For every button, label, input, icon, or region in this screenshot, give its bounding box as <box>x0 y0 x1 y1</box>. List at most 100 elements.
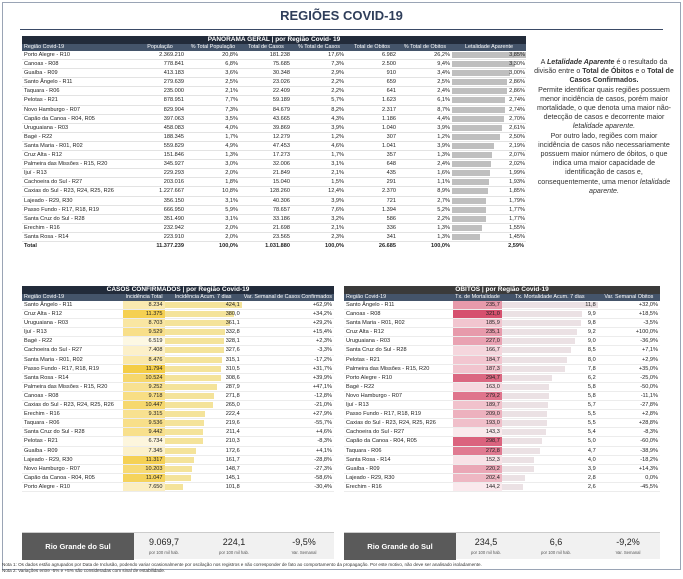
table-row: Guaíba - R09 220,2 3,9 +14,3% <box>344 464 660 474</box>
cell: 1,6% <box>398 168 452 179</box>
table-row: Palmeira das Missões - R15, R20 345.927 3,… <box>22 159 526 170</box>
cell: +2,8% <box>597 409 660 420</box>
region-name: Caxias do Sul - R23, R24, R25, R26 <box>22 186 134 197</box>
cell: 2,86% <box>452 77 526 88</box>
mortalidade-7d-value: 5,5 <box>587 411 596 418</box>
table-row: Canoas - R08 321,0 9,9 +18,5% <box>344 309 660 320</box>
cell: 310,5 <box>164 364 242 374</box>
mortalidade-7d-value: 5,0 <box>587 438 596 445</box>
cell: -12,8% <box>241 391 334 402</box>
mortalidade-7d-bar <box>501 320 582 327</box>
region-name: Palmeira das Missões - R15, R20 <box>22 382 124 392</box>
incidencia-7d-bar <box>164 338 225 345</box>
cell: 235.000 <box>134 86 186 97</box>
incidencia-7d-value: 219,6 <box>225 420 240 427</box>
total-row: Total 11.377.239 100,0% 1.031.880 100,0% 26.6… <box>22 240 526 251</box>
cell: 15.040 <box>240 177 292 188</box>
region-name: Guaíba - R09 <box>22 68 134 79</box>
mortalidade-7d-bar <box>501 374 553 381</box>
cell: 1,7% <box>292 150 346 161</box>
cell: 3,85% <box>452 51 526 61</box>
region-name: Guaíba - R09 <box>344 464 454 474</box>
cell: 2,3% <box>292 232 346 242</box>
cell: 1.394 <box>346 205 398 215</box>
region-name: Ijuí - R13 <box>22 168 134 179</box>
incidencia-7d-bar <box>164 456 194 463</box>
mortalidade-7d-value: 5,8 <box>587 392 596 399</box>
cell: 148,7 <box>164 464 242 474</box>
cell: 1,2% <box>398 132 452 142</box>
letalidade-note: A Letalidade Aparente é o resultado da d… <box>534 58 674 195</box>
incidencia-7d-bar <box>164 392 214 399</box>
mortalidade-7d-value: 2,6 <box>587 483 596 490</box>
cell: -45,5% <box>597 482 660 492</box>
cell: 7.650 <box>123 482 165 492</box>
cell: 2,4% <box>398 86 452 97</box>
incidencia-7d-value: 222,4 <box>225 411 240 418</box>
mortalidade-7d-bar <box>501 474 525 481</box>
cell: 8,5 <box>501 345 598 356</box>
cell: 5,7% <box>292 95 346 106</box>
mortalidade-7d-value: 9,9 <box>587 311 596 318</box>
table-row: Novo Hamburgo - R07 279,2 5,8 -11,1% <box>344 391 660 402</box>
cell: 20,8% <box>186 51 240 61</box>
region-name: Santa Cruz do Sul - R28 <box>22 427 124 438</box>
cell: 2,74% <box>452 95 526 106</box>
panorama-col-header: População <box>134 44 186 51</box>
total-cell: 2,59% <box>452 240 526 251</box>
cell: 7,3% <box>186 105 240 115</box>
table-row: Pelotas - R21 184,7 8,0 +2,9% <box>344 355 660 365</box>
letalidade-bar <box>452 115 504 122</box>
region-name: Cachoeira do Sul - R27 <box>344 427 454 438</box>
cell: 235,7 <box>453 301 502 311</box>
region-name: Santo Ângelo - R11 <box>22 301 124 311</box>
incidencia-7d-value: 287,9 <box>225 383 240 390</box>
region-name: Pelotas - R21 <box>22 95 134 106</box>
panorama-col-header: % Total População <box>186 44 240 51</box>
region-name: Canoas - R08 <box>344 309 454 320</box>
table-row: Pelotas - R21 878.951 7,7% 59.189 5,7% 1.623 6… <box>22 95 526 106</box>
table-row: Caxias do Sul - R23, R24, R25, R26 10.447… <box>22 400 334 411</box>
cell: 265,0 <box>164 400 242 411</box>
total-cell: 100,0% <box>186 240 240 251</box>
cell: 1.623 <box>346 95 398 106</box>
table-row: Passo Fundo - R17, R18, R19 11.794 310,5 +3… <box>22 364 334 374</box>
cell: 666.950 <box>134 205 186 215</box>
region-name: Erechim - R16 <box>22 409 124 420</box>
cell: 151.846 <box>134 150 186 161</box>
footnotes: Nota 1: Os dados estão agrupados por Dat… <box>2 562 482 574</box>
table-row: Cruz Alta - R12 151.846 1,3% 17.273 1,7% 357 1… <box>22 150 526 161</box>
incidencia-7d-bar <box>164 383 217 390</box>
table-row: Passo Fundo - R17, R18, R19 666.950 5,9% 78… <box>22 205 526 215</box>
cell: 2,2% <box>398 214 452 224</box>
table-row: Canoas - R08 778.841 6,8% 75.685 7,3% 2.500 9,… <box>22 59 526 70</box>
table-row: Lajeado - R29, R30 11.317 161,7 -28,8% <box>22 455 334 465</box>
region-name: Guaíba - R09 <box>22 446 124 456</box>
cell: 101,8 <box>164 482 242 492</box>
table-row: Santa Cruz do Sul - R28 351.490 3,1% 33.186… <box>22 214 526 224</box>
incidencia-7d-value: 361,1 <box>225 320 240 327</box>
cell: 184,7 <box>453 355 502 365</box>
mortalidade-7d-value: 4,7 <box>587 447 596 454</box>
incidencia-7d-value: 328,1 <box>225 338 240 345</box>
cell: 1,3% <box>398 150 452 161</box>
region-name: Pelotas - R21 <box>344 355 454 365</box>
cell: 878.951 <box>134 95 186 106</box>
casos-table: CASOS CONFIRMADOS | por Região Covid-19 … <box>22 286 334 492</box>
letalidade-value: 2,74% <box>509 106 525 113</box>
region-name: Bagé - R22 <box>344 382 454 392</box>
region-name: Palmeira das Missões - R15, R20 <box>344 364 454 374</box>
cell: 128.260 <box>240 186 292 197</box>
cell: 6,8% <box>186 59 240 70</box>
cell: 227,0 <box>453 336 502 347</box>
cell: -28,8% <box>241 455 334 465</box>
region-name: Uruguaiana - R03 <box>22 123 134 133</box>
cell: 22.409 <box>240 86 292 97</box>
table-row: Taquara - R06 235.000 2,1% 22.409 2,2% 641 2,4… <box>22 86 526 97</box>
mortalidade-7d-value: 8,5 <box>587 347 596 354</box>
cell: 7.408 <box>123 345 165 356</box>
cell: 4,3% <box>292 114 346 124</box>
letalidade-value: 1,77% <box>509 206 525 213</box>
obitos-summary-var-unit: Var. Semanal <box>615 550 641 555</box>
cell: 361,1 <box>164 318 242 329</box>
